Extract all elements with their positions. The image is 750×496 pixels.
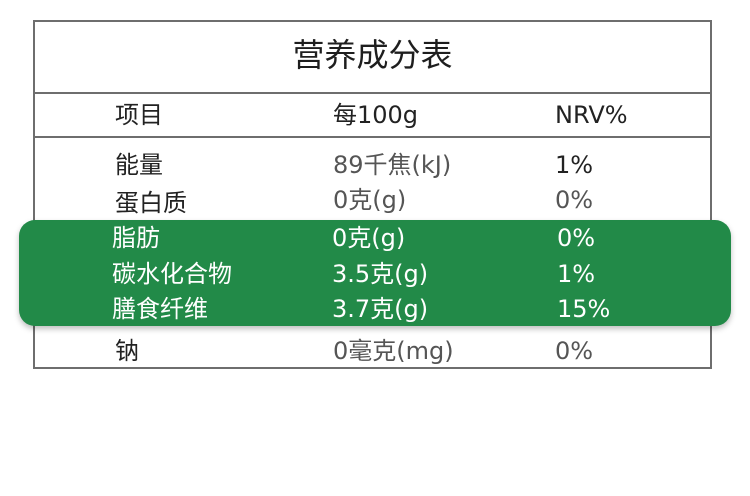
row-fat-value: 0克(g) xyxy=(332,224,406,252)
row-carbs-item: 碳水化合物 xyxy=(112,260,232,288)
row-protein-value: 0克(g) xyxy=(333,186,407,214)
row-fiber-item: 膳食纤维 xyxy=(112,295,208,323)
row-energy-nrv: 1% xyxy=(555,151,594,179)
row-energy-item: 能量 xyxy=(115,151,163,179)
row-sodium-item: 钠 xyxy=(115,337,139,365)
nutrition-table: 营养成分表 项目 每100g NRV% 能量 89千焦(kJ) 1% 蛋白质 0… xyxy=(33,20,712,369)
row-fat-item: 脂肪 xyxy=(112,224,160,252)
header-per100g: 每100g xyxy=(333,101,419,129)
row-sodium-value: 0毫克(mg) xyxy=(333,337,454,365)
header-nrv: NRV% xyxy=(555,101,628,129)
row-sodium-nrv: 0% xyxy=(555,337,594,365)
highlight-band: 脂肪 0克(g) 0% 碳水化合物 3.5克(g) 1% 膳食纤维 3.7克(g… xyxy=(19,220,731,326)
row-energy-value: 89千焦(kJ) xyxy=(333,151,452,179)
header-divider xyxy=(35,136,710,138)
row-fiber-nrv: 15% xyxy=(557,295,611,323)
row-protein-item: 蛋白质 xyxy=(115,189,187,217)
row-fat-nrv: 0% xyxy=(557,224,596,252)
header-item: 项目 xyxy=(115,101,163,129)
table-title: 营养成分表 xyxy=(292,36,453,74)
row-carbs-nrv: 1% xyxy=(557,260,596,288)
row-carbs-value: 3.5克(g) xyxy=(332,260,429,288)
title-divider xyxy=(35,92,710,94)
row-fiber-value: 3.7克(g) xyxy=(332,295,429,323)
row-protein-nrv: 0% xyxy=(555,186,594,214)
